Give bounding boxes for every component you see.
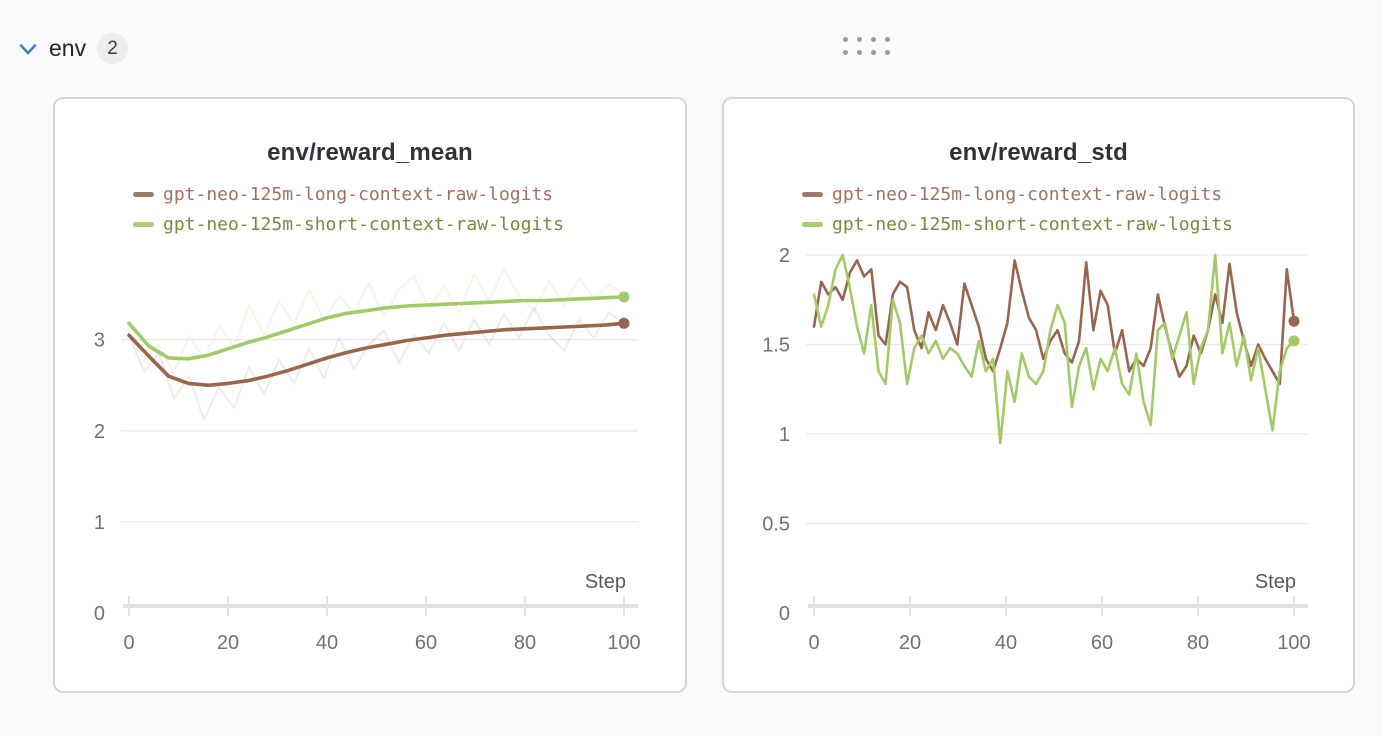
svg-text:0: 0 (808, 632, 819, 654)
svg-text:Step: Step (1255, 571, 1296, 593)
svg-text:2: 2 (94, 421, 105, 443)
section-header-env[interactable]: env 2 (18, 33, 129, 64)
legend-item[interactable]: gpt-neo-125m-short-context-raw-logits (802, 209, 1353, 239)
svg-text:40: 40 (995, 632, 1017, 654)
legend-item[interactable]: gpt-neo-125m-long-context-raw-logits (133, 179, 685, 209)
legend-swatch (802, 191, 823, 197)
legend-swatch (133, 221, 154, 227)
section-label: env (49, 35, 87, 61)
svg-text:80: 80 (514, 632, 536, 654)
legend-label: gpt-neo-125m-short-context-raw-logits (163, 213, 564, 235)
svg-text:1.5: 1.5 (762, 335, 790, 357)
svg-text:100: 100 (607, 632, 640, 654)
svg-text:80: 80 (1187, 632, 1209, 654)
svg-text:100: 100 (1277, 632, 1310, 654)
svg-text:2: 2 (779, 245, 790, 267)
panel-reward-std[interactable]: env/reward_std gpt-neo-125m-long-context… (722, 97, 1355, 693)
svg-text:0: 0 (94, 603, 105, 625)
drag-dots-icon[interactable] (843, 37, 890, 55)
legend-item[interactable]: gpt-neo-125m-short-context-raw-logits (133, 209, 685, 239)
line-chart[interactable]: 0 1 2 3 0 20 40 60 80 100 Step (55, 239, 685, 687)
svg-text:3: 3 (94, 330, 105, 352)
svg-text:1: 1 (779, 424, 790, 446)
svg-text:1: 1 (94, 512, 105, 534)
svg-text:60: 60 (1091, 632, 1113, 654)
svg-text:Step: Step (585, 571, 626, 593)
svg-text:0: 0 (123, 632, 134, 654)
panel-reward-mean[interactable]: env/reward_mean gpt-neo-125m-long-contex… (53, 97, 687, 693)
legend-item[interactable]: gpt-neo-125m-long-context-raw-logits (802, 179, 1353, 209)
svg-text:20: 20 (217, 632, 239, 654)
legend-label: gpt-neo-125m-long-context-raw-logits (832, 183, 1223, 205)
chart-title: env/reward_std (949, 139, 1128, 166)
svg-text:60: 60 (415, 632, 437, 654)
legend-swatch (133, 191, 154, 197)
panel-count-badge: 2 (97, 33, 129, 64)
legend-label: gpt-neo-125m-short-context-raw-logits (832, 213, 1233, 235)
chevron-down-icon (19, 43, 37, 54)
chart-title: env/reward_mean (267, 139, 473, 166)
svg-text:0: 0 (779, 603, 790, 625)
chart-legend: gpt-neo-125m-long-context-raw-logits gpt… (802, 179, 1353, 239)
svg-text:20: 20 (899, 632, 921, 654)
chart-legend: gpt-neo-125m-long-context-raw-logits gpt… (133, 179, 685, 239)
legend-swatch (802, 221, 823, 227)
svg-text:40: 40 (316, 632, 338, 654)
legend-label: gpt-neo-125m-long-context-raw-logits (163, 183, 554, 205)
svg-text:0.5: 0.5 (762, 514, 790, 536)
